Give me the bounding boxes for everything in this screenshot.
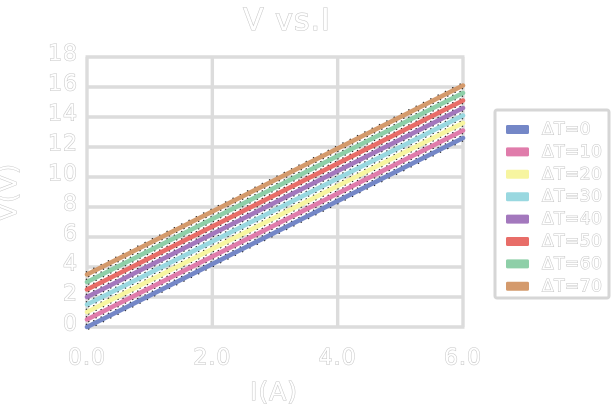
x-tick-label: 2.0: [193, 346, 231, 371]
plot-series: [84, 82, 466, 330]
y-tick-label: 4: [63, 252, 78, 277]
legend-entry-label: ΔT=20: [542, 164, 602, 184]
legend-swatch: [506, 147, 529, 157]
y-tick-label: 16: [48, 72, 78, 97]
series-line: [84, 120, 466, 315]
legend-entry-label: ΔT=60: [542, 254, 602, 274]
y-tick-label: 18: [48, 42, 78, 67]
y-tick-label: 2: [63, 282, 78, 307]
legend-swatch: [506, 169, 529, 179]
x-tick-labels: 0.0 2.0 4.0 6.0: [68, 345, 482, 371]
legend-swatch: [506, 125, 529, 134]
y-tick-label: 6: [63, 222, 78, 247]
y-axis-label: V(V): [0, 163, 22, 221]
y-tick-labels: 0 2 4 6 8 10 12 14 16 18: [48, 41, 78, 337]
series-line: [84, 83, 466, 277]
legend-swatch: [506, 259, 529, 269]
chart-title: V vs.I: [243, 3, 331, 38]
x-tick-label: 0.0: [68, 346, 106, 371]
legend-entry-label: ΔT=40: [542, 209, 602, 229]
legend-entry-label: ΔT=0: [542, 120, 591, 140]
y-tick-label: 0: [63, 312, 78, 337]
y-tick-label: 10: [48, 162, 78, 187]
legend-swatch: [506, 281, 529, 291]
y-tick-label: 14: [48, 102, 78, 127]
x-tick-label: 4.0: [319, 346, 357, 371]
series-line: [84, 128, 466, 322]
series-line: [84, 105, 466, 300]
y-tick-label: 8: [63, 192, 78, 217]
series-line: [84, 113, 466, 307]
legend-swatch: [506, 214, 529, 224]
legend-swatch: [506, 237, 529, 246]
legend-entry-label: ΔT=10: [542, 142, 602, 162]
y-tick-label: 12: [48, 132, 78, 157]
x-axis-label: I(A): [250, 377, 298, 406]
series-line: [84, 135, 466, 330]
legend-entry-label: ΔT=50: [542, 232, 602, 252]
legend-swatch: [506, 192, 529, 202]
series-line: [84, 98, 466, 292]
x-tick-label: 6.0: [444, 346, 482, 371]
legend-entry-label: ΔT=30: [542, 187, 602, 207]
series-line: [84, 90, 466, 285]
legend-entry-label: ΔT=70: [542, 276, 602, 296]
legend-box: [493, 108, 611, 300]
